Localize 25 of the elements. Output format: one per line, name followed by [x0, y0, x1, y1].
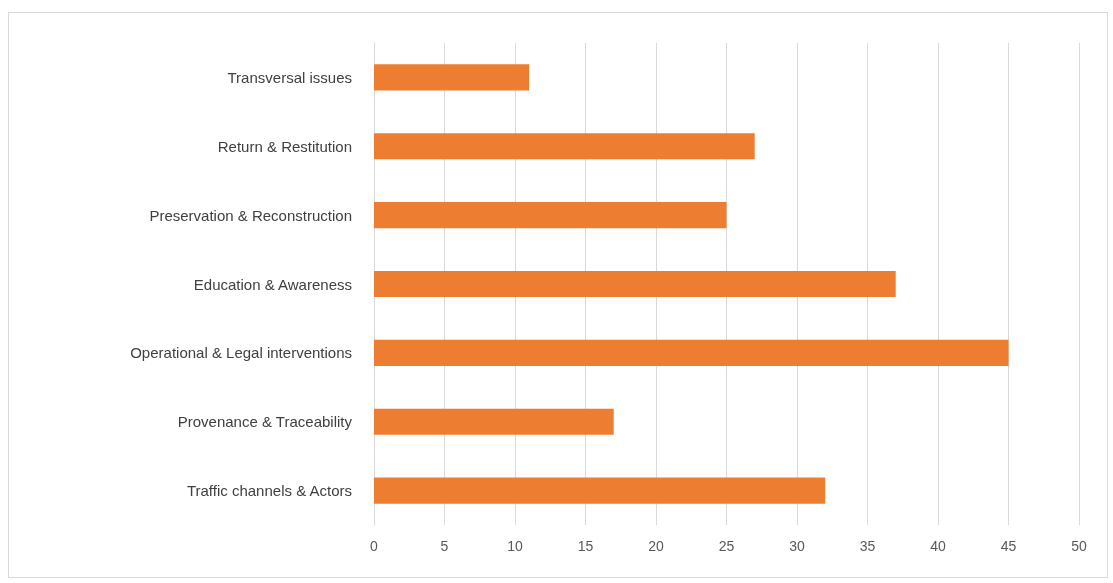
x-tick-label: 20 [648, 538, 664, 554]
bar [374, 202, 727, 229]
x-tick-label: 35 [859, 538, 876, 554]
x-tick-label: 30 [789, 538, 805, 554]
bar [374, 133, 755, 160]
y-tick-label: Provenance & Traceability [177, 413, 353, 431]
y-tick-label: Preservation & Reconstruction [149, 206, 352, 224]
y-tick-label: Operational & Legal interventions [130, 344, 352, 362]
bar [374, 270, 896, 298]
x-tick-label: 40 [930, 538, 946, 554]
bar [374, 477, 826, 504]
x-tick-label: 0 [370, 538, 379, 554]
x-tick-label: 10 [507, 538, 523, 554]
y-tick-label: Education & Awareness [193, 275, 352, 293]
y-tick-label: Transversal issues [227, 68, 352, 86]
x-tick-label: 5 [440, 538, 449, 554]
x-tick-label: 45 [1000, 538, 1017, 554]
bar [374, 408, 614, 435]
y-tick-label: Return & Restitution [217, 137, 352, 155]
x-tick-label: 15 [577, 538, 594, 554]
y-tick-label: Traffic channels & Actors [186, 482, 352, 500]
x-tick-label: 25 [718, 538, 735, 554]
bar [374, 339, 1009, 366]
x-tick-label: 50 [1071, 538, 1087, 554]
bar [374, 64, 530, 91]
